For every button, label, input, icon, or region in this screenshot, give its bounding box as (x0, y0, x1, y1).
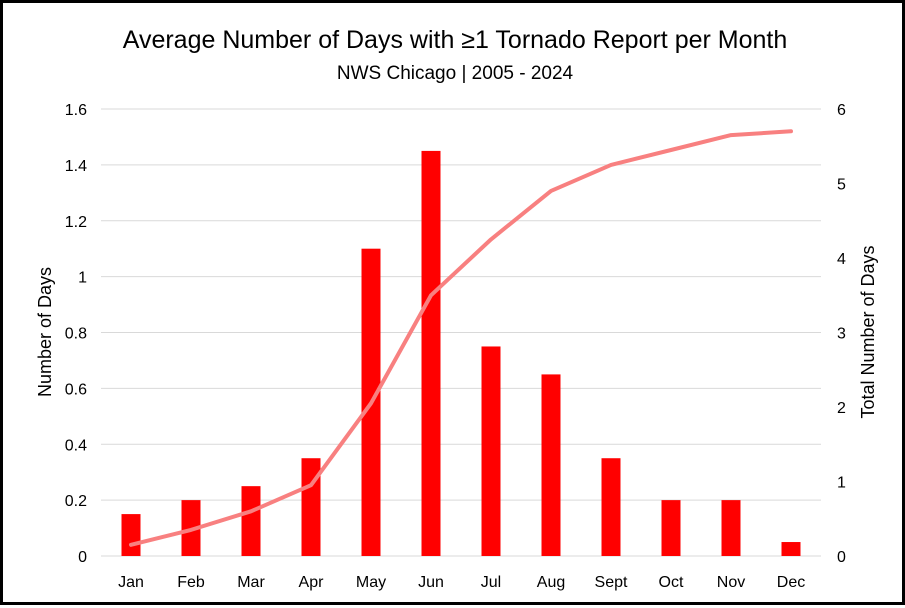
y-tick-label: 0.6 (65, 381, 87, 398)
x-tick-label: Apr (299, 574, 325, 591)
y-tick-label: 1 (78, 270, 87, 287)
x-tick-label: Jan (118, 574, 144, 591)
bar (241, 486, 261, 556)
y-tick-label: 0.8 (65, 326, 87, 343)
bar (121, 514, 141, 556)
chart-subtitle: NWS Chicago | 2005 - 2024 (337, 63, 574, 84)
y2-tick-label: 2 (837, 400, 846, 417)
chart-svg: Average Number of Days with ≥1 Tornado R… (35, 26, 878, 591)
x-tick-label: Feb (177, 574, 205, 591)
y2-tick-label: 0 (837, 549, 846, 566)
y2-tick-label: 1 (837, 475, 846, 492)
bar (301, 458, 321, 556)
x-tick-label: Jun (418, 574, 444, 591)
x-tick-label: Mar (237, 574, 265, 591)
y-tick-label: 0.4 (65, 437, 87, 454)
bar (661, 500, 681, 556)
bar (781, 542, 801, 556)
x-tick-label: Jul (481, 574, 501, 591)
bar (481, 346, 501, 556)
x-tick-label: Sept (595, 574, 628, 591)
y-tick-label: 0.2 (65, 493, 87, 510)
y2-tick-label: 4 (837, 251, 846, 268)
x-tick-label: May (356, 574, 386, 591)
x-tick-label: Aug (537, 574, 565, 591)
y2-tick-label: 6 (837, 102, 846, 119)
bar (721, 500, 741, 556)
x-tick-label: Dec (777, 574, 805, 591)
bar (421, 150, 441, 556)
x-axis-ticks: Jan Feb Mar Apr May Jun Jul Aug Sept Oct Nov Dec (118, 574, 805, 591)
bar-series (121, 150, 801, 556)
left-axis-ticks: 0 0.2 0.4 0.6 0.8 1 1.2 1.4 1.6 (65, 102, 87, 566)
line-series (129, 129, 793, 547)
y-tick-label: 1.2 (65, 214, 87, 231)
y-axis-label: Number of Days (35, 267, 55, 397)
x-tick-label: Nov (717, 574, 745, 591)
x-tick-label: Oct (659, 574, 684, 591)
y-tick-label: 1.6 (65, 102, 87, 119)
y2-axis-label: Total Number of Days (858, 245, 878, 418)
y-tick-label: 0 (78, 549, 87, 566)
y-tick-label: 1.4 (65, 158, 87, 175)
y2-tick-label: 5 (837, 177, 846, 194)
right-axis-ticks: 0 1 2 3 4 5 6 (837, 102, 846, 566)
chart-title: Average Number of Days with ≥1 Tornado R… (123, 26, 788, 54)
gridlines (101, 108, 821, 557)
cumulative-line (129, 129, 793, 547)
bar (541, 374, 561, 556)
bar (601, 458, 621, 556)
y2-tick-label: 3 (837, 326, 846, 343)
